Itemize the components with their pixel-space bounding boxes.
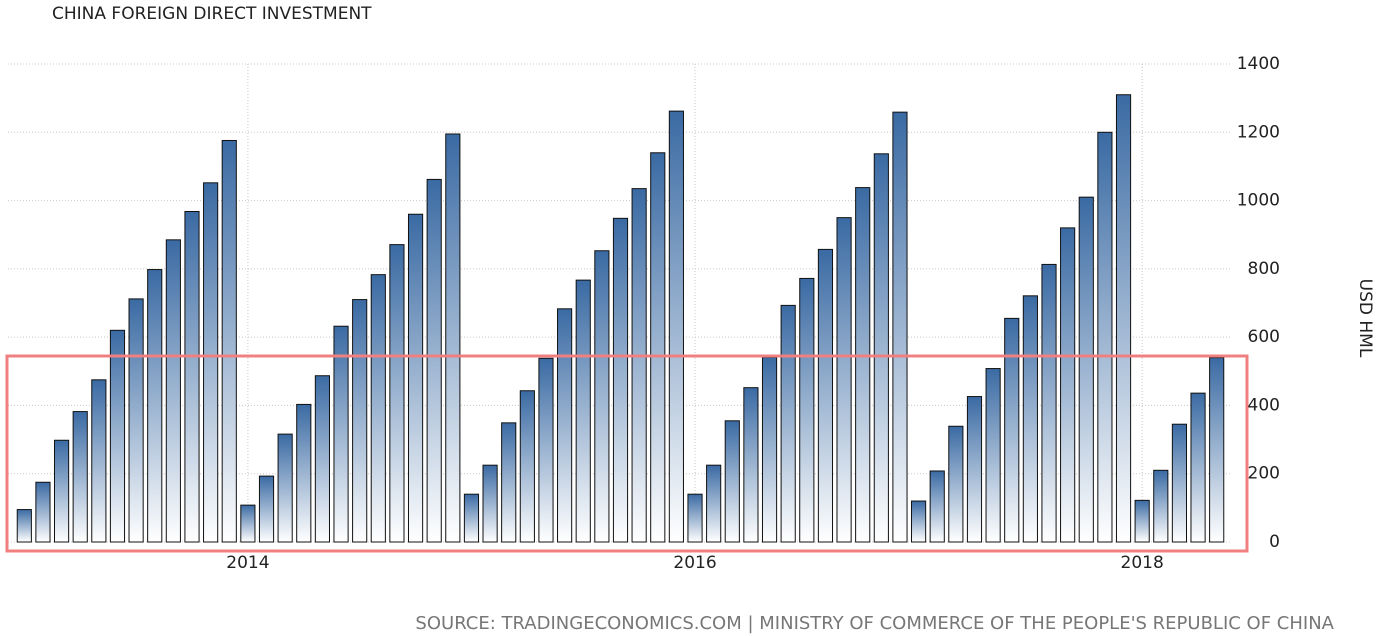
bar [1060, 227, 1076, 543]
bar [594, 250, 610, 543]
bar [240, 504, 256, 543]
bar [314, 375, 330, 543]
bar [35, 481, 51, 543]
bar [761, 356, 778, 543]
bar [948, 425, 964, 543]
bar [873, 153, 889, 543]
bar [911, 500, 927, 543]
y-tick-label: 200 [1248, 464, 1280, 484]
bar [128, 298, 144, 543]
bar [1209, 357, 1225, 543]
bar [389, 244, 405, 543]
bar [72, 411, 88, 543]
y-tick-label: 1000 [1237, 191, 1280, 211]
chart-title: CHINA FOREIGN DIRECT INVESTMENT [52, 4, 372, 24]
bar [799, 277, 815, 543]
bar [631, 188, 647, 543]
x-tick-label: 2014 [226, 553, 269, 573]
bar [407, 213, 424, 543]
bar [1078, 196, 1094, 543]
bar [296, 403, 312, 543]
source: SOURCE: TRADINGECONOMICS.COM | MINISTRY … [415, 613, 1334, 634]
bar [1004, 317, 1020, 543]
bar [1153, 469, 1169, 543]
y-tick-label: 600 [1248, 327, 1280, 347]
bar [985, 368, 1001, 543]
bar [1097, 131, 1113, 543]
bar [706, 464, 722, 543]
bar [463, 493, 480, 543]
bar [557, 308, 573, 543]
bar [482, 464, 498, 543]
bar [165, 239, 181, 543]
x-tick-label: 2016 [673, 553, 716, 573]
bar [519, 390, 535, 543]
bar [1022, 295, 1038, 543]
bar [426, 178, 442, 543]
bar [109, 329, 126, 543]
y-tick-label: 800 [1248, 259, 1280, 279]
bar [91, 379, 107, 543]
bar [203, 182, 219, 543]
bar [780, 304, 796, 543]
highlight-box [5, 354, 1249, 553]
y-tick-label: 0 [1269, 532, 1280, 552]
bar [743, 387, 759, 543]
bar [370, 274, 386, 543]
bar [1134, 499, 1150, 543]
y-axis-label: USD HML [1355, 279, 1375, 358]
bar [1190, 392, 1206, 543]
bar [929, 470, 945, 543]
bar [668, 110, 684, 543]
bar [53, 439, 70, 543]
bar [836, 217, 852, 543]
bar [650, 152, 666, 543]
bar [817, 248, 834, 543]
bar [724, 420, 740, 543]
bar [16, 509, 32, 543]
bar [352, 299, 368, 543]
bar [855, 187, 871, 543]
bar [575, 279, 591, 543]
bar [892, 111, 908, 543]
bar [277, 433, 293, 543]
bar [184, 210, 200, 543]
bar [612, 217, 629, 543]
bar [501, 422, 517, 543]
x-tick-label: 2018 [1121, 553, 1164, 573]
y-tick-label: 400 [1248, 395, 1280, 415]
bar [258, 475, 275, 543]
bars [16, 94, 1225, 543]
bar [147, 269, 163, 543]
bar [221, 139, 237, 543]
bar [445, 133, 461, 543]
bar [687, 493, 703, 543]
bar [966, 396, 983, 543]
bar [333, 325, 349, 543]
y-tick-label: 1200 [1237, 122, 1280, 142]
bar [1041, 263, 1057, 543]
bar [1115, 94, 1132, 543]
bar [538, 357, 554, 543]
y-tick-label: 1400 [1237, 54, 1280, 74]
bar [1171, 423, 1188, 543]
